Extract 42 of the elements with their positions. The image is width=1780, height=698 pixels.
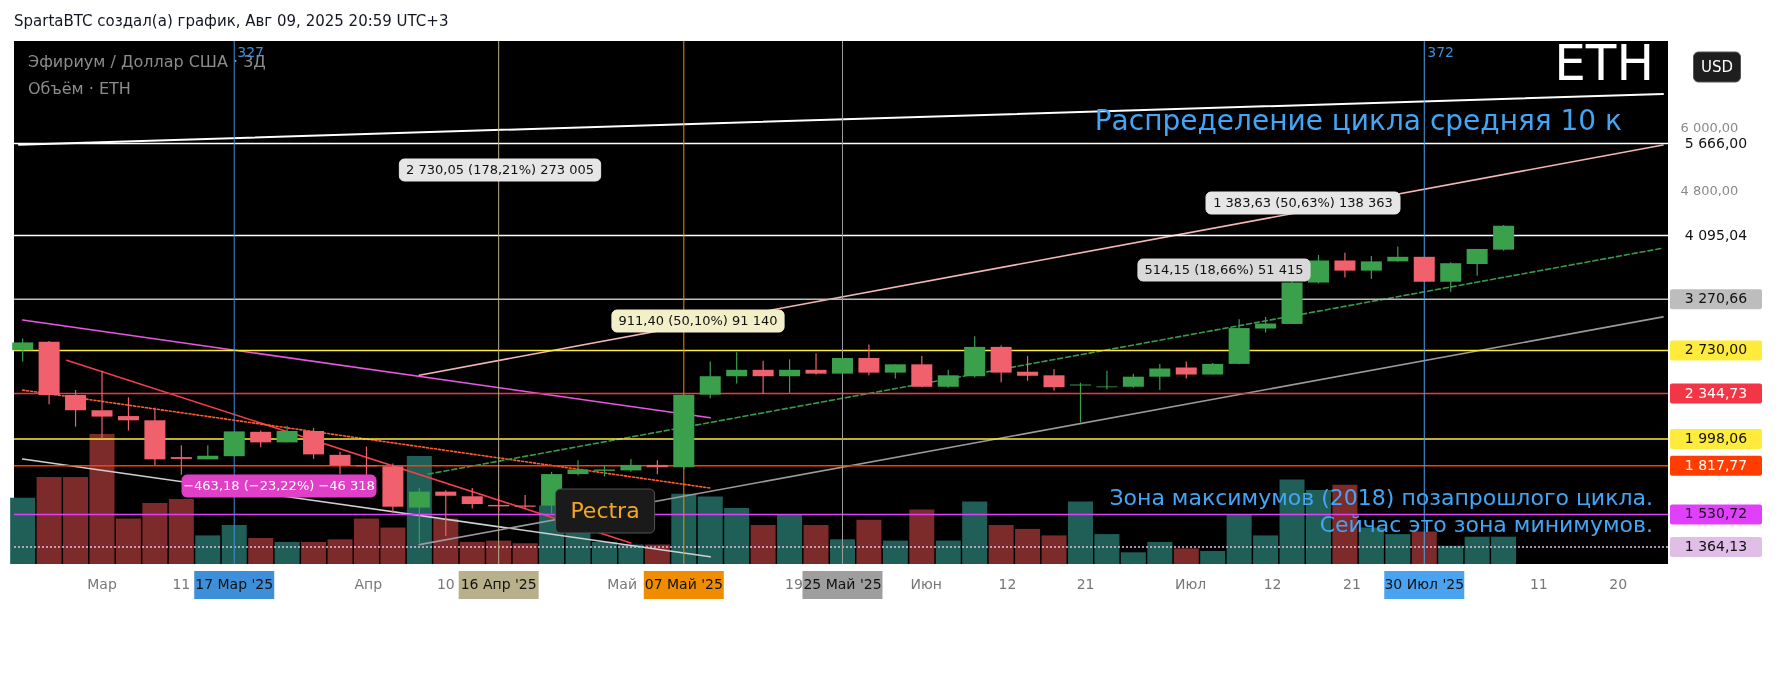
ref-line-label: 25 Май '25	[803, 576, 882, 592]
ref-line-label: 1 817,77	[1684, 456, 1748, 473]
x-tick-label: Июл	[1175, 576, 1207, 592]
text: SpartaBTC создал(а) график, Авг 09, 2025 20:59 UTC+3	[14, 12, 449, 30]
ref-line-label: 3 270,66	[1684, 290, 1748, 307]
ref-line-label: 1 530,72	[1684, 505, 1748, 522]
x-tick-label: 20	[1609, 576, 1628, 592]
ref-line-label: 2 344,73	[1684, 384, 1748, 401]
x-tick-label: 11	[1529, 576, 1548, 592]
y-tick-label: 6 000,00	[1680, 119, 1739, 135]
x-tick-label: Апр	[354, 576, 383, 592]
ref-line-label: 4 095,04	[1684, 226, 1748, 243]
ref-line-label: 1 998,06	[1684, 429, 1748, 446]
ref-line-label: 07 Май '25	[644, 576, 723, 592]
annotation: 514,15 (18,66%) 51 415	[1144, 262, 1304, 277]
annotation: Pectra	[570, 498, 640, 523]
annotation: 911,40 (50,10%) 91 140	[618, 313, 778, 328]
x-tick-label: Июн	[910, 576, 942, 592]
annotation: 1 383,63 (50,63%) 138 363	[1213, 195, 1393, 210]
y-tick-label: 4 800,00	[1680, 183, 1739, 199]
x-tick-label: 21	[1076, 576, 1095, 592]
annotation: 372	[1427, 44, 1454, 61]
ref-line-label: 17 Мар '25	[195, 576, 274, 592]
ref-line-label: 30 Июл '25	[1384, 576, 1465, 592]
ref-line-label: 1 364,13	[1684, 538, 1748, 555]
x-tick-label: 19	[785, 576, 803, 592]
annotation: Распределение цикла средняя 10 к	[1094, 104, 1622, 137]
annotation: 2 730,05 (178,21%) 273 005	[406, 162, 594, 177]
x-tick-label: 21	[1342, 576, 1361, 592]
x-tick-label: 12	[998, 576, 1017, 592]
x-tick-label: 11	[172, 576, 191, 592]
x-tick-label: Мар	[87, 576, 117, 592]
annotation: −463,18 (−23,22%) −46 318	[183, 478, 375, 493]
ref-line-label: 5 666,00	[1684, 134, 1748, 151]
x-tick-label: 12	[1263, 576, 1282, 592]
text: USD	[1700, 58, 1734, 76]
ref-line-label: 16 Апр '25	[460, 576, 537, 592]
x-tick-label: 10	[436, 576, 455, 592]
annotation: Объём · ETH	[28, 79, 131, 98]
annotation: ETH	[1554, 34, 1654, 92]
ref-line-label: 2 730,00	[1684, 341, 1748, 358]
x-tick-label: Май	[607, 576, 637, 592]
